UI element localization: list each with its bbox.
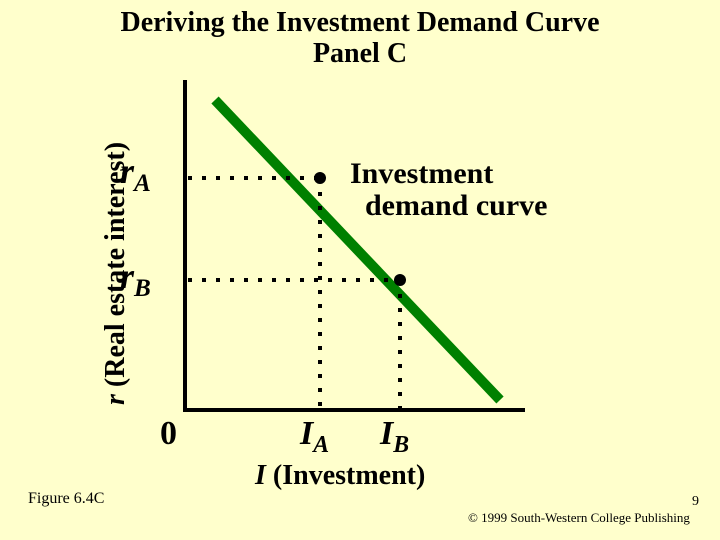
copyright: © 1999 South-Western College Publishing	[468, 510, 690, 526]
x-axis-label: I (Investment)	[255, 460, 425, 492]
y-tick-rB-var: r	[120, 256, 134, 296]
figure-text: Figure 6.4C	[28, 490, 104, 507]
x-axis-text: (Investment)	[273, 460, 425, 491]
x-axis-var: I	[255, 460, 273, 491]
y-axis-var: r	[100, 387, 131, 405]
point-A	[314, 172, 326, 184]
curve-label-line1: Investment	[350, 157, 493, 190]
slide: Deriving the Investment Demand Curve Pan…	[0, 0, 720, 540]
page-number-text: 9	[692, 494, 699, 509]
x-tick-IA: IA	[300, 415, 329, 459]
figure-label: Figure 6.4C	[28, 490, 104, 508]
y-tick-rB: rB	[120, 255, 151, 303]
y-tick-rB-sub: B	[134, 275, 151, 302]
curve-label-line2: demand curve	[350, 189, 548, 222]
origin-label: 0	[160, 415, 177, 453]
x-tick-IB-sub: B	[393, 432, 409, 458]
y-tick-rA-var: r	[120, 151, 134, 191]
y-tick-rA-sub: A	[134, 170, 151, 197]
y-tick-rA: rA	[120, 150, 151, 198]
copyright-text: © 1999 South-Western College Publishing	[468, 510, 690, 525]
x-tick-IB: IB	[380, 415, 409, 459]
x-tick-IA-var: I	[300, 415, 313, 452]
demand-curve	[215, 100, 500, 400]
curve-label: Investment demand curve	[350, 158, 548, 221]
page-number: 9	[692, 494, 699, 510]
x-tick-IA-sub: A	[313, 432, 329, 458]
origin-text: 0	[160, 415, 177, 452]
point-B	[394, 274, 406, 286]
x-tick-IB-var: I	[380, 415, 393, 452]
